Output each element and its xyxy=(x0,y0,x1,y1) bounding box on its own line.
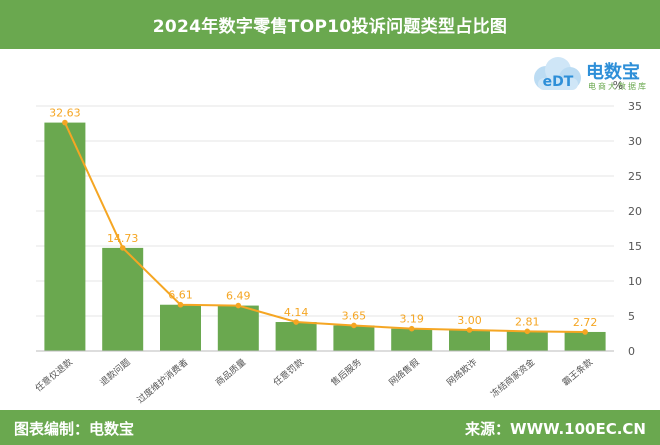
bar xyxy=(506,331,548,351)
y-axis-ticks: 0 5 10 15 20 25 30 35 xyxy=(628,100,642,358)
y-tick-label: 10 xyxy=(628,275,642,288)
bar xyxy=(217,305,259,351)
data-label: 6.61 xyxy=(168,289,193,302)
bar xyxy=(275,322,317,351)
footer-source: 来源：WWW.100EC.CN xyxy=(465,420,646,438)
x-tick-label: 售后服务 xyxy=(329,356,364,388)
trend-point xyxy=(177,301,184,308)
trend-point xyxy=(235,302,242,309)
bar xyxy=(44,122,86,351)
data-label: 3.65 xyxy=(342,309,367,322)
bar xyxy=(333,325,375,351)
x-tick-label: 商品质量 xyxy=(213,356,248,388)
y-tick-label: 0 xyxy=(628,345,635,358)
logo-mark: eDT xyxy=(543,74,574,90)
y-tick-label: 15 xyxy=(628,240,642,253)
x-tick-label: 过度维护消费者 xyxy=(134,356,190,406)
cloud-logo-icon: eDT xyxy=(534,57,581,90)
x-tick-label: 冻结商家资金 xyxy=(488,356,537,400)
data-label: 2.81 xyxy=(515,315,540,328)
bar xyxy=(449,330,490,351)
bar xyxy=(102,247,144,351)
trend-point xyxy=(293,319,299,325)
data-label: 2.72 xyxy=(573,316,598,329)
data-label: 4.14 xyxy=(284,306,309,319)
data-label: 3.19 xyxy=(399,313,424,326)
y-axis-unit: % xyxy=(613,79,623,92)
trend-point xyxy=(62,119,68,126)
footer-bar: 图表编制：电数宝 来源：WWW.100EC.CN xyxy=(0,410,660,445)
logo: eDT 电数宝 电商大数据库 xyxy=(528,54,654,96)
trend-line xyxy=(62,119,588,335)
bar xyxy=(391,328,433,351)
logo-brand: 电数宝 xyxy=(586,62,640,83)
data-label: 14.73 xyxy=(107,232,139,245)
x-tick-label: 网络售假 xyxy=(386,356,421,388)
title-bar: 2024年数字零售TOP10投诉问题类型占比图 xyxy=(0,0,660,49)
trend-point xyxy=(351,322,357,329)
x-tick-label: 任意仅退款 xyxy=(33,356,75,394)
footer-credit: 图表编制：电数宝 xyxy=(14,420,135,438)
y-tick-label: 5 xyxy=(628,310,635,323)
data-label: 6.49 xyxy=(226,290,251,303)
y-tick-label: 20 xyxy=(628,205,642,218)
data-label: 32.63 xyxy=(49,107,81,120)
logo-tagline: 电商大数据库 xyxy=(588,82,648,91)
x-tick-label: 任意罚款 xyxy=(271,356,306,388)
x-tick-label: 退款问题 xyxy=(97,356,132,388)
y-tick-label: 35 xyxy=(628,100,642,113)
bar xyxy=(564,331,606,351)
trend-point xyxy=(119,245,126,251)
y-tick-label: 30 xyxy=(628,135,642,148)
chart-title: 2024年数字零售TOP10投诉问题类型占比图 xyxy=(152,17,508,37)
x-tick-label: 网络欺诈 xyxy=(444,356,479,388)
x-axis-ticks: 任意仅退款 退款问题 过度维护消费者 商品质量 任意罚款 售后服务 网络售假 网络欺诈 冻结商家… xyxy=(33,356,595,406)
x-tick-label: 霸王条款 xyxy=(560,356,595,388)
trend-point xyxy=(408,325,415,332)
trend-point xyxy=(582,329,588,335)
data-label: 3.00 xyxy=(457,314,482,327)
trend-line-path xyxy=(63,122,586,333)
trend-point xyxy=(466,327,473,333)
bar xyxy=(160,304,201,351)
bars xyxy=(44,122,606,351)
trend-point xyxy=(524,328,531,335)
value-labels: 32.63 14.73 6.61 6.49 4.14 3.65 3.19 3.00 2.81 2.… xyxy=(49,107,597,329)
y-tick-label: 25 xyxy=(628,170,642,183)
